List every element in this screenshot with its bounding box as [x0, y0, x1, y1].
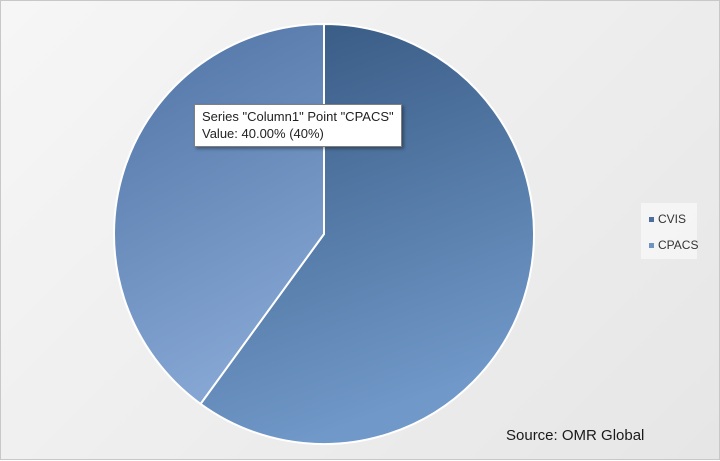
legend-swatch-cpacs: [649, 242, 654, 248]
data-point-tooltip: Series "Column1" Point "CPACS" Value: 40…: [194, 104, 402, 147]
pie-slice-cvis[interactable]: [199, 22, 535, 445]
tooltip-value-line: Value: 40.00% (40%): [202, 126, 324, 141]
legend-swatch-cvis: [649, 216, 654, 222]
legend-label-cvis: CVIS: [658, 212, 687, 226]
legend-item-cvis[interactable]: CVIS: [641, 209, 697, 229]
legend-label-cpacs: CPACS: [658, 238, 699, 252]
tooltip-series-line: Series "Column1" Point "CPACS": [202, 109, 394, 124]
legend-item-cpacs[interactable]: CPACS: [641, 235, 699, 255]
source-note: Source: OMR Global: [506, 427, 645, 444]
legend[interactable]: CVIS CPACS: [641, 203, 699, 259]
